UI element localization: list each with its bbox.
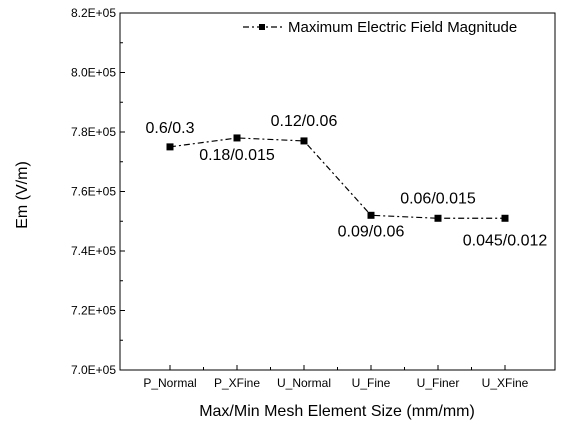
data-point-label: 0.06/0.015	[400, 190, 476, 207]
series-line	[169, 137, 505, 219]
data-point-label: 0.18/0.015	[199, 147, 275, 164]
x-tick-label: U_Normal	[277, 376, 331, 390]
y-tick-label: 7.2E+05	[71, 304, 116, 318]
y-tick-label: 8.2E+05	[71, 6, 116, 20]
y-tick-label: 8.0E+05	[71, 66, 116, 80]
data-point-label: 0.09/0.06	[338, 223, 405, 240]
y-tick-label: 7.6E+05	[71, 185, 116, 199]
data-point-label: 0.045/0.012	[463, 232, 548, 249]
x-tick-label: U_XFine	[482, 376, 529, 390]
legend-marker	[259, 24, 265, 30]
x-tick-label: U_Finer	[417, 376, 460, 390]
x-tick-label: P_Normal	[143, 376, 196, 390]
x-axis-title: Max/Min Mesh Element Size (mm/mm)	[199, 403, 475, 420]
legend: Maximum Electric Field Magnitude	[243, 19, 517, 36]
y-tick-label: 7.8E+05	[71, 125, 116, 139]
x-tick-label: P_XFine	[214, 376, 260, 390]
data-point-marker	[367, 211, 375, 219]
data-point-marker	[434, 214, 442, 222]
data-point-label: 0.6/0.3	[146, 120, 195, 137]
data-point-marker	[233, 134, 241, 142]
legend-entry-label: Maximum Electric Field Magnitude	[288, 19, 517, 36]
series-layer	[166, 134, 509, 222]
data-point-marker	[300, 137, 308, 145]
y-tick-label: 7.0E+05	[71, 363, 116, 377]
y-axis-ticks: 7.0E+05 7.2E+05 7.4E+05 7.6E+05 7.8E+05 8.0E+…	[71, 6, 125, 377]
plot-frame	[119, 12, 556, 371]
data-point-label: 0.12/0.06	[271, 113, 338, 130]
data-point-marker	[501, 214, 509, 222]
x-tick-label: U_Fine	[352, 376, 391, 390]
x-axis-ticks: P_Normal P_XFine U_Normal U_Fine U_Finer U_XF…	[143, 365, 529, 390]
y-axis-title: Em (V/m)	[14, 161, 31, 229]
y-tick-label: 7.4E+05	[71, 244, 116, 258]
data-point-marker	[166, 143, 174, 151]
data-labels: 0.6/0.30.18/0.015 0.12/0.06 0.09/0.06 0.06/…	[146, 113, 548, 249]
